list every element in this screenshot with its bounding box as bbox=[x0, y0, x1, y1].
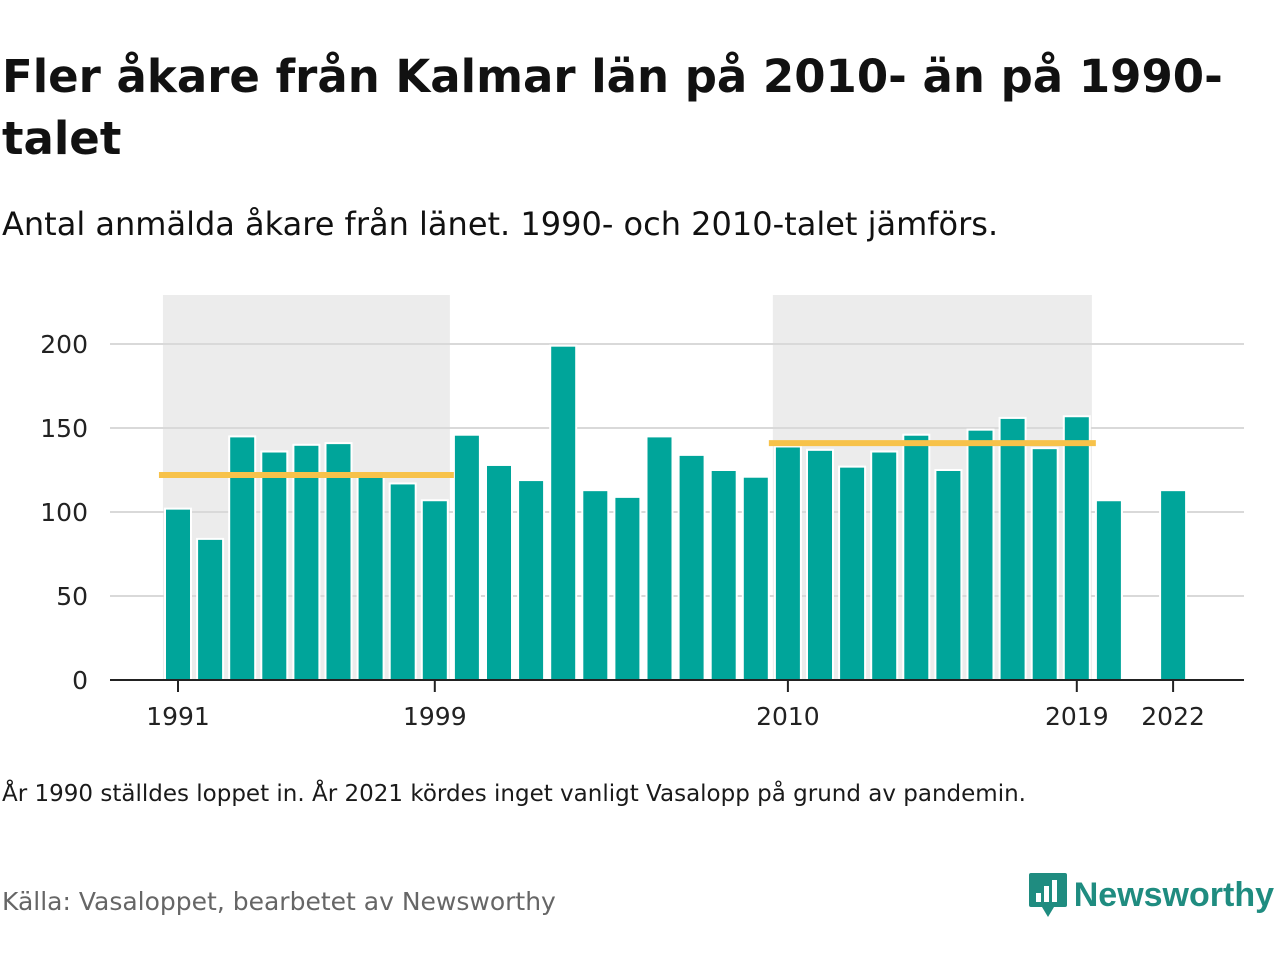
bar-2004 bbox=[581, 489, 610, 681]
bar-2008 bbox=[709, 469, 738, 681]
x-tick-label: 2010 bbox=[756, 702, 820, 731]
bar-2009 bbox=[741, 475, 770, 681]
bar-2007 bbox=[677, 453, 706, 681]
bar-2003 bbox=[549, 344, 578, 682]
y-axis-labels: 0 50 100 150 200 bbox=[40, 330, 88, 695]
bar-2012 bbox=[838, 465, 867, 681]
bar-2002 bbox=[517, 479, 546, 681]
bar-1996 bbox=[324, 442, 353, 681]
y-tick-label: 0 bbox=[72, 666, 88, 695]
bar-2010 bbox=[773, 445, 802, 681]
bar-1997 bbox=[356, 474, 385, 681]
bar-chart: 0 50 100 150 200 1991 1999 2010 2019 2022 bbox=[40, 295, 1244, 731]
bar-2011 bbox=[806, 448, 834, 681]
newsworthy-logo-icon bbox=[1028, 873, 1067, 917]
decade-average-lines bbox=[158, 440, 1096, 479]
y-tick-label: 150 bbox=[40, 414, 88, 443]
bar-2015 bbox=[934, 469, 963, 681]
bar-1999 bbox=[420, 499, 449, 681]
footnote: År 1990 ställdes loppet in. År 2021 körd… bbox=[2, 781, 1026, 807]
bar-2017 bbox=[998, 416, 1027, 681]
y-tick-label: 200 bbox=[40, 330, 88, 359]
chart-title: Fler åkare från Kalmar län på 2010- än p… bbox=[2, 50, 1223, 165]
source-text: Källa: Vasaloppet, bearbetet av Newswort… bbox=[2, 887, 556, 916]
bar-2019 bbox=[1062, 415, 1091, 682]
x-tick-label: 1999 bbox=[403, 702, 467, 731]
bar-2018 bbox=[1030, 447, 1059, 681]
bar-2020 bbox=[1094, 499, 1123, 681]
bar-2014 bbox=[902, 433, 931, 681]
bar-2006 bbox=[645, 435, 674, 681]
bar-2001 bbox=[485, 463, 513, 681]
y-tick-label: 100 bbox=[40, 498, 88, 527]
chart-subtitle: Antal anmälda åkare från länet. 1990- oc… bbox=[2, 205, 999, 243]
x-axis: 1991 1999 2010 2019 2022 bbox=[110, 679, 1244, 731]
logo-text: Newsworthy bbox=[1073, 875, 1274, 914]
bar-2000 bbox=[452, 433, 481, 681]
y-tick-label: 50 bbox=[56, 582, 88, 611]
x-tick-label: 2022 bbox=[1141, 702, 1205, 731]
bar-1995 bbox=[292, 443, 321, 681]
bar-1998 bbox=[388, 482, 417, 681]
x-tick-label: 1991 bbox=[146, 702, 210, 731]
bar-1991 bbox=[164, 507, 192, 681]
bar-2022 bbox=[1159, 489, 1188, 681]
bar-1992 bbox=[196, 537, 225, 681]
bar-2013 bbox=[870, 450, 899, 681]
x-tick-label: 2019 bbox=[1045, 702, 1109, 731]
bar-2005 bbox=[613, 495, 642, 681]
bar-1994 bbox=[260, 450, 289, 681]
newsworthy-logo: Newsworthy bbox=[1028, 870, 1274, 920]
bar-2016 bbox=[966, 428, 995, 681]
